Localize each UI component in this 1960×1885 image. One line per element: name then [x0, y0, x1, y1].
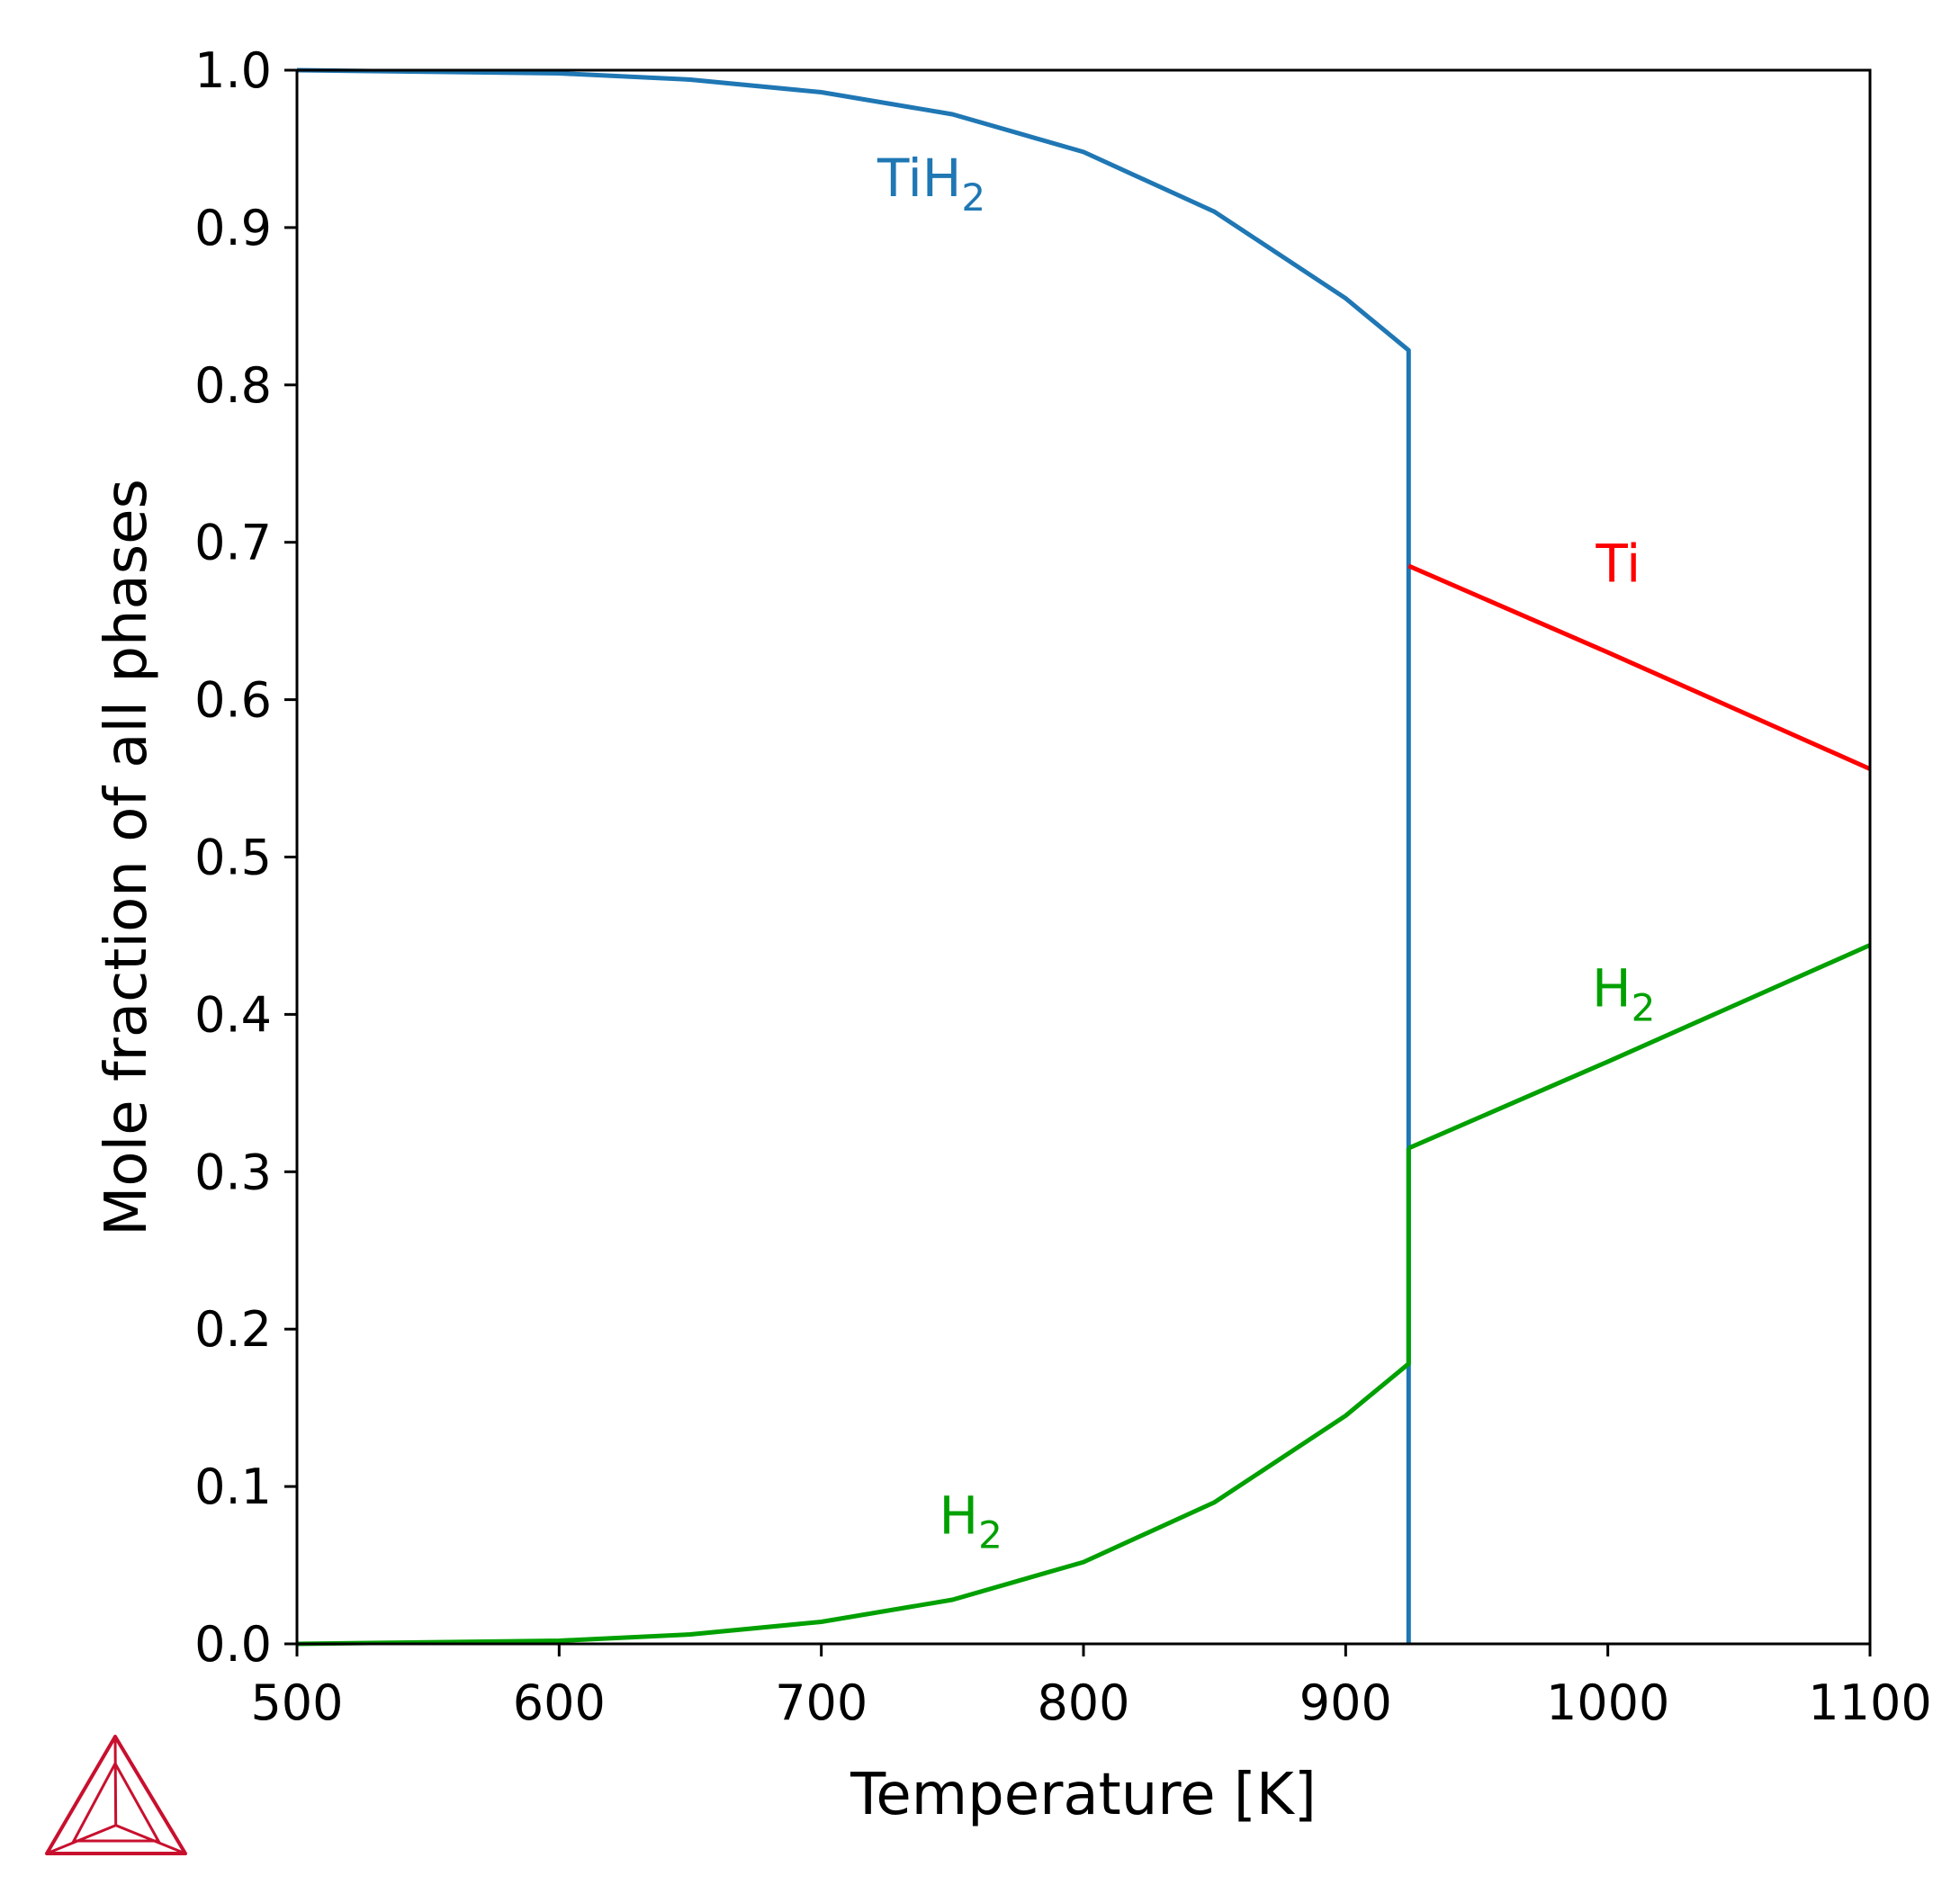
phase-label-base: TiH: [877, 148, 961, 209]
phase-label: H2: [1592, 958, 1655, 1030]
phase-label-subscript: 2: [978, 1513, 1002, 1557]
x-tick-label: 600: [513, 1674, 606, 1731]
logo-spoke: [46, 1824, 117, 1855]
x-tick-label: 700: [775, 1674, 868, 1731]
y-tick-label: 0.2: [194, 1301, 272, 1358]
y-tick-label: 0.5: [194, 830, 272, 886]
x-tick-label: 1000: [1546, 1674, 1669, 1731]
phase-label: TiH2: [877, 148, 985, 220]
logo-inner-triangle: [71, 1760, 161, 1843]
series-line-0: [296, 67, 1411, 1644]
logo-spoke: [113, 1736, 118, 1826]
series-line-1: [296, 1148, 1411, 1647]
y-axis: 0.0 0.1 0.2 0.3 0.4 0.5 0.6 0.7 0.8 0.9 1.0: [194, 42, 297, 1673]
phase-label: Ti: [1595, 533, 1641, 594]
phase-label-base: H: [1592, 958, 1632, 1019]
x-tick-label: 800: [1037, 1674, 1129, 1731]
phase-label-base: H: [940, 1486, 979, 1547]
x-axis-title: Temperature [K]: [850, 1762, 1317, 1828]
x-tick-label: 500: [250, 1674, 343, 1731]
series-line-2: [1407, 563, 1872, 771]
y-tick-label: 1.0: [194, 42, 272, 99]
y-tick-label: 0.4: [194, 986, 272, 1043]
y-tick-label: 0.7: [194, 515, 272, 571]
series-line-3: [1407, 943, 1872, 1151]
plot-lines: [296, 67, 1872, 1647]
phase-label: H2: [940, 1486, 1002, 1557]
y-tick-label: 0.6: [194, 672, 272, 729]
y-axis-title: Mole fraction of all phases: [94, 479, 160, 1236]
phase-label-subscript: 2: [961, 175, 985, 220]
logo-spoke: [115, 1824, 186, 1855]
y-tick-label: 0.0: [194, 1616, 272, 1673]
x-axis: 500 600 700 800 900 1000 1100: [250, 1644, 1932, 1731]
phase-label-subscript: 2: [1632, 986, 1656, 1030]
logo-outer-triangle: [45, 1735, 187, 1855]
y-tick-label: 0.9: [194, 200, 272, 256]
y-tick-label: 0.8: [194, 357, 272, 414]
x-tick-label: 1100: [1808, 1674, 1931, 1731]
y-tick-label: 0.1: [194, 1459, 272, 1515]
x-tick-label: 900: [1299, 1674, 1392, 1731]
plot-frame: [295, 68, 1872, 1646]
phase-label-base: Ti: [1595, 533, 1641, 594]
y-tick-label: 0.3: [194, 1144, 272, 1200]
thermo-calc-logo-icon: [45, 1735, 187, 1855]
